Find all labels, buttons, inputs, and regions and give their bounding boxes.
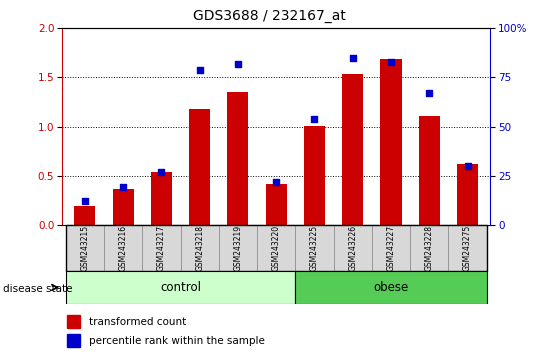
Text: transformed count: transformed count [89, 317, 186, 327]
Bar [227, 92, 248, 225]
Bar [381, 59, 402, 225]
Bar [74, 206, 95, 225]
Text: GSM243225: GSM243225 [310, 225, 319, 271]
Text: GSM243219: GSM243219 [233, 225, 243, 271]
Bar [67, 315, 80, 328]
Point [272, 179, 281, 184]
Text: GSM243215: GSM243215 [80, 225, 89, 271]
Point [234, 61, 243, 67]
Bar [67, 334, 80, 347]
Bar [66, 225, 104, 271]
Point [196, 67, 204, 73]
Bar [295, 225, 334, 271]
Bar [410, 225, 448, 271]
Text: percentile rank within the sample: percentile rank within the sample [89, 336, 265, 346]
Text: GSM243216: GSM243216 [119, 225, 128, 271]
Text: GSM243217: GSM243217 [157, 225, 166, 271]
Point [81, 198, 89, 204]
Bar [342, 74, 363, 225]
Bar [189, 109, 210, 225]
Bar [266, 183, 287, 225]
Bar [295, 271, 487, 304]
Bar [104, 225, 142, 271]
Point [119, 185, 128, 190]
Point [386, 59, 395, 64]
Bar [113, 189, 134, 225]
Bar [257, 225, 295, 271]
Point [425, 90, 433, 96]
Text: control: control [160, 281, 201, 294]
Text: GSM243218: GSM243218 [195, 225, 204, 271]
Bar [151, 172, 172, 225]
Text: GSM243227: GSM243227 [386, 225, 396, 271]
Bar [448, 225, 487, 271]
Point [157, 169, 166, 175]
Text: GSM243226: GSM243226 [348, 225, 357, 271]
Text: GSM243228: GSM243228 [425, 225, 434, 271]
Text: disease state: disease state [3, 284, 72, 293]
Text: obese: obese [374, 281, 409, 294]
Text: GSM243275: GSM243275 [463, 225, 472, 271]
Point [348, 55, 357, 61]
Text: GDS3688 / 232167_at: GDS3688 / 232167_at [193, 9, 346, 23]
Point [463, 163, 472, 169]
Bar [181, 225, 219, 271]
Bar [334, 225, 372, 271]
Bar [219, 225, 257, 271]
Bar [142, 225, 181, 271]
Text: GSM243220: GSM243220 [272, 225, 281, 271]
Bar [419, 116, 440, 225]
Bar [372, 225, 410, 271]
Bar [304, 126, 325, 225]
Point [310, 116, 319, 121]
Bar [457, 164, 478, 225]
Bar [66, 271, 295, 304]
